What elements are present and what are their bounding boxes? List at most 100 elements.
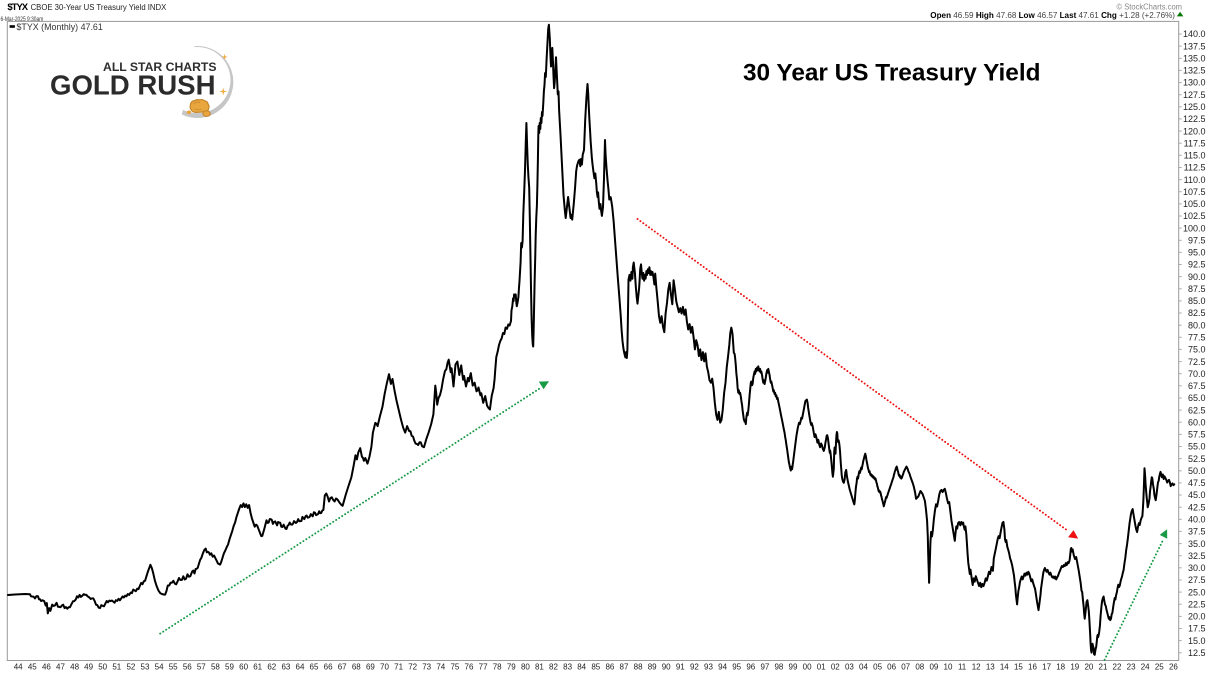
svg-text:17: 17 bbox=[1042, 663, 1051, 672]
svg-text:81: 81 bbox=[535, 663, 544, 672]
svg-text:92.5: 92.5 bbox=[1188, 260, 1206, 270]
svg-text:72.5: 72.5 bbox=[1188, 357, 1206, 367]
svg-text:48: 48 bbox=[70, 663, 79, 672]
svg-text:61: 61 bbox=[253, 663, 262, 672]
svg-text:137.5: 137.5 bbox=[1183, 41, 1206, 51]
svg-text:50: 50 bbox=[98, 663, 107, 672]
svg-text:51: 51 bbox=[112, 663, 121, 672]
svg-text:52: 52 bbox=[126, 663, 135, 672]
svg-text:60: 60 bbox=[239, 663, 248, 672]
svg-text:96: 96 bbox=[746, 663, 755, 672]
svg-text:06: 06 bbox=[887, 663, 896, 672]
svg-text:20: 20 bbox=[1084, 663, 1093, 672]
svg-text:$TYX (Monthly) 47.61: $TYX (Monthly) 47.61 bbox=[17, 22, 103, 32]
svg-text:65.0: 65.0 bbox=[1188, 393, 1206, 403]
svg-text:127.5: 127.5 bbox=[1183, 90, 1206, 100]
svg-text:19: 19 bbox=[1070, 663, 1079, 672]
svg-text:03: 03 bbox=[845, 663, 854, 672]
svg-text:122.5: 122.5 bbox=[1183, 114, 1206, 124]
svg-text:67.5: 67.5 bbox=[1188, 381, 1206, 391]
svg-text:14: 14 bbox=[1000, 663, 1009, 672]
svg-text:63: 63 bbox=[281, 663, 290, 672]
svg-text:68: 68 bbox=[352, 663, 361, 672]
svg-text:35.0: 35.0 bbox=[1188, 539, 1206, 549]
svg-text:12: 12 bbox=[972, 663, 981, 672]
svg-text:98: 98 bbox=[774, 663, 783, 672]
svg-text:27.5: 27.5 bbox=[1188, 575, 1206, 585]
svg-text:87.5: 87.5 bbox=[1188, 284, 1206, 294]
svg-text:117.5: 117.5 bbox=[1184, 138, 1206, 148]
svg-text:49: 49 bbox=[84, 663, 93, 672]
svg-text:70.0: 70.0 bbox=[1188, 369, 1206, 379]
svg-text:83: 83 bbox=[563, 663, 572, 672]
svg-text:© StockCharts.com: © StockCharts.com bbox=[1117, 3, 1183, 12]
svg-text:22.5: 22.5 bbox=[1188, 599, 1206, 609]
svg-text:GOLD RUSH: GOLD RUSH bbox=[50, 70, 216, 101]
svg-text:18: 18 bbox=[1056, 663, 1065, 672]
svg-text:99: 99 bbox=[789, 663, 798, 672]
svg-text:75: 75 bbox=[450, 663, 459, 672]
svg-text:65: 65 bbox=[310, 663, 319, 672]
svg-text:55: 55 bbox=[169, 663, 178, 672]
svg-text:15: 15 bbox=[1014, 663, 1023, 672]
svg-text:20.0: 20.0 bbox=[1188, 612, 1206, 622]
svg-text:70: 70 bbox=[380, 663, 389, 672]
svg-text:115.0: 115.0 bbox=[1184, 151, 1206, 161]
svg-text:84: 84 bbox=[577, 663, 586, 672]
svg-text:67: 67 bbox=[338, 663, 347, 672]
svg-text:01: 01 bbox=[817, 663, 826, 672]
svg-text:102.5: 102.5 bbox=[1183, 211, 1206, 221]
svg-text:07: 07 bbox=[901, 663, 910, 672]
svg-text:54: 54 bbox=[155, 663, 164, 672]
svg-text:23: 23 bbox=[1127, 663, 1136, 672]
svg-text:100.0: 100.0 bbox=[1183, 223, 1206, 233]
svg-text:21: 21 bbox=[1099, 663, 1108, 672]
svg-text:11: 11 bbox=[958, 663, 967, 672]
svg-text:87: 87 bbox=[620, 663, 629, 672]
svg-text:00: 00 bbox=[803, 663, 812, 672]
svg-text:86: 86 bbox=[605, 663, 614, 672]
svg-text:97: 97 bbox=[760, 663, 769, 672]
svg-text:12.5: 12.5 bbox=[1188, 648, 1206, 658]
svg-text:45.0: 45.0 bbox=[1188, 490, 1206, 500]
svg-text:77: 77 bbox=[479, 663, 488, 672]
svg-text:80: 80 bbox=[521, 663, 530, 672]
svg-text:55.0: 55.0 bbox=[1188, 442, 1206, 452]
svg-text:85.0: 85.0 bbox=[1188, 296, 1206, 306]
svg-text:125.0: 125.0 bbox=[1183, 102, 1206, 112]
svg-text:09: 09 bbox=[929, 663, 938, 672]
svg-text:13: 13 bbox=[986, 663, 995, 672]
svg-text:97.5: 97.5 bbox=[1188, 236, 1206, 246]
svg-text:57: 57 bbox=[197, 663, 206, 672]
svg-text:82: 82 bbox=[549, 663, 558, 672]
svg-text:95: 95 bbox=[732, 663, 741, 672]
svg-text:08: 08 bbox=[915, 663, 924, 672]
svg-text:37.5: 37.5 bbox=[1188, 527, 1206, 537]
svg-text:95.0: 95.0 bbox=[1188, 248, 1206, 258]
svg-text:73: 73 bbox=[422, 663, 431, 672]
svg-text:62.5: 62.5 bbox=[1188, 405, 1206, 415]
svg-text:CBOE 30-Year US Treasury Yield: CBOE 30-Year US Treasury Yield INDX bbox=[31, 3, 167, 12]
svg-text:64: 64 bbox=[296, 663, 305, 672]
svg-text:17.5: 17.5 bbox=[1188, 624, 1206, 634]
svg-text:90: 90 bbox=[662, 663, 671, 672]
svg-text:Open 46.59 High 47.68 Low 46.5: Open 46.59 High 47.68 Low 46.57 Last 47.… bbox=[930, 10, 1175, 20]
svg-text:40.0: 40.0 bbox=[1188, 515, 1206, 525]
svg-text:82.5: 82.5 bbox=[1188, 308, 1206, 318]
svg-text:85: 85 bbox=[591, 663, 600, 672]
svg-text:71: 71 bbox=[394, 663, 403, 672]
svg-text:93: 93 bbox=[704, 663, 713, 672]
svg-text:105.0: 105.0 bbox=[1183, 199, 1206, 209]
svg-text:59: 59 bbox=[225, 663, 234, 672]
svg-text:78: 78 bbox=[493, 663, 502, 672]
svg-text:130.0: 130.0 bbox=[1183, 78, 1206, 88]
svg-text:110.0: 110.0 bbox=[1184, 175, 1206, 185]
svg-text:140.0: 140.0 bbox=[1183, 29, 1206, 39]
svg-text:47: 47 bbox=[56, 663, 65, 672]
svg-text:120.0: 120.0 bbox=[1183, 126, 1206, 136]
svg-text:77.5: 77.5 bbox=[1188, 333, 1206, 343]
svg-text:80.0: 80.0 bbox=[1188, 320, 1206, 330]
svg-text:79: 79 bbox=[507, 663, 516, 672]
svg-text:72: 72 bbox=[408, 663, 417, 672]
svg-text:$TYX: $TYX bbox=[7, 2, 28, 13]
